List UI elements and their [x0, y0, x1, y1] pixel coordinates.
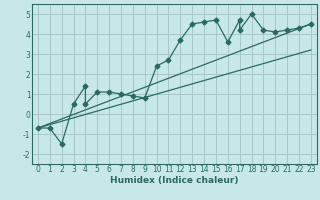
X-axis label: Humidex (Indice chaleur): Humidex (Indice chaleur) [110, 176, 239, 185]
